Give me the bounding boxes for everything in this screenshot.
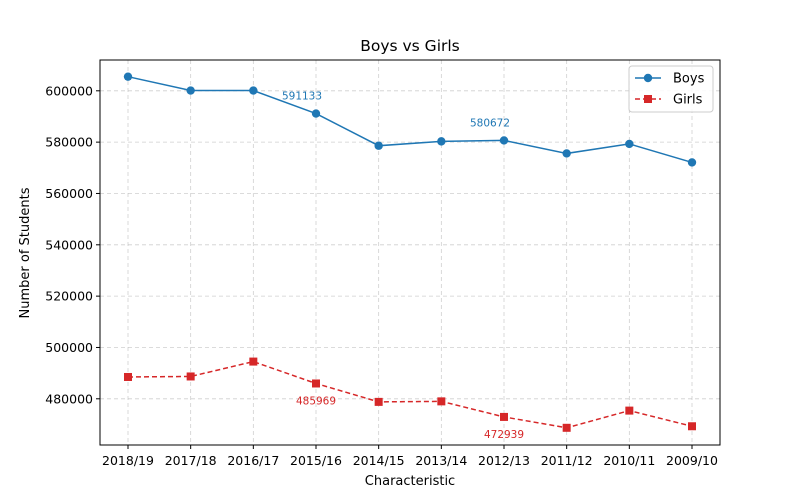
data-point-boys (562, 149, 571, 158)
x-tick-label: 2010/11 (603, 453, 655, 468)
chart-title: Boys vs Girls (360, 37, 460, 55)
y-tick-label: 540000 (45, 237, 93, 252)
data-point-girls (625, 406, 634, 415)
data-label: 485969 (296, 395, 336, 407)
x-tick-label: 2017/18 (165, 453, 217, 468)
data-point-boys (249, 86, 258, 95)
data-point-girls (688, 422, 696, 431)
y-tick-label: 560000 (45, 186, 93, 201)
legend: Boys Girls (628, 65, 714, 113)
x-tick-label: 2009/10 (666, 453, 718, 468)
series-line-girls (127, 360, 693, 429)
data-point-girls (312, 379, 320, 388)
data-point-boys (625, 139, 634, 149)
y-tick-label: 520000 (45, 289, 93, 304)
data-point-girls (374, 397, 383, 406)
y-tick-label: 500000 (45, 340, 93, 355)
data-point-boys (437, 137, 446, 146)
y-tick-label: 480000 (45, 391, 93, 406)
x-axis-label: Characteristic (365, 474, 455, 489)
data-point-girls (500, 412, 508, 421)
legend-marker-girls (644, 95, 652, 103)
data-point-boys (374, 141, 383, 150)
data-point-boys (311, 109, 321, 118)
data-point-boys (687, 158, 697, 167)
data-point-boys (186, 86, 195, 95)
data-point-girls (186, 372, 195, 381)
data-label: 472939 (484, 429, 524, 441)
x-tick-label: 2016/17 (227, 453, 279, 468)
annotations: 591133 580672 485969 472939 (282, 91, 524, 441)
data-label: 580672 (470, 117, 510, 129)
x-tick-label: 2014/15 (353, 453, 405, 468)
axes: 480000 500000 520000 540000 560000 580000 6000… (45, 59, 721, 468)
x-tick-label: 2012/13 (478, 453, 530, 468)
x-tick-label: 2018/19 (102, 453, 154, 468)
data-point-boys (123, 72, 133, 81)
data-point-girls (124, 372, 132, 381)
x-tick-label: 2011/12 (541, 453, 593, 468)
data-point-girls (562, 423, 571, 432)
x-tick-label: 2015/16 (290, 453, 342, 468)
data-point-boys (499, 136, 509, 145)
y-tick-label: 600000 (45, 83, 93, 98)
data-label: 591133 (282, 91, 322, 103)
plot-frame (99, 59, 721, 446)
legend-marker-boys (643, 73, 653, 83)
series-line-boys (127, 75, 693, 164)
legend-label-girls: Girls (673, 93, 703, 108)
series (123, 72, 697, 432)
x-tick-label: 2013/14 (415, 453, 467, 468)
legend-label-boys: Boys (673, 72, 705, 87)
data-point-girls (437, 397, 446, 406)
y-tick-label: 580000 (45, 135, 93, 150)
data-point-girls (249, 357, 258, 366)
grid (100, 60, 720, 445)
y-axis-label: Number of Students (18, 187, 33, 318)
